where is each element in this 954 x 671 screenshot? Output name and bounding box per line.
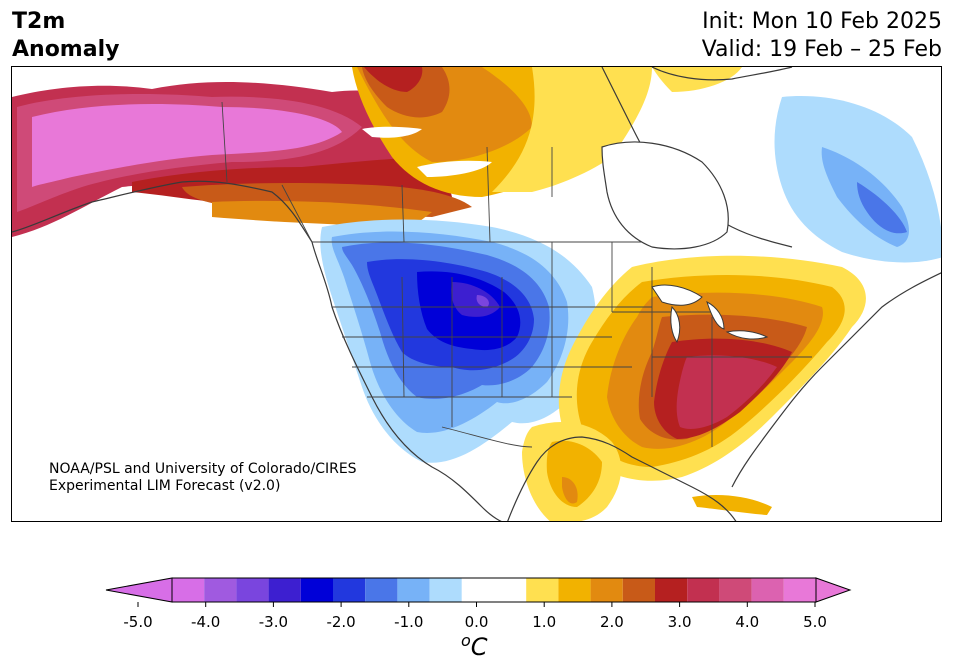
valid-date: Valid: 19 Feb – 25 Feb (701, 37, 942, 62)
colorbar-cell (365, 578, 398, 602)
colorbar-tick-label: 2.0 (600, 613, 624, 631)
field-title: Anomaly (12, 37, 120, 62)
colorbar-cell (172, 578, 205, 602)
border-layer (221, 101, 812, 448)
colorbar-cell (333, 578, 366, 602)
colorbar-cells (105, 577, 852, 603)
anomaly-fill-layer (12, 67, 941, 521)
title-block: T2m Anomaly (12, 8, 119, 64)
credit-line-2: Experimental LIM Forecast (v2.0) (49, 478, 281, 494)
great-lakes (651, 284, 769, 344)
map-panel (11, 66, 942, 522)
credit-block: NOAA/PSL and University of Colorado/CIRE… (49, 461, 357, 495)
variable-title: T2m (12, 9, 66, 34)
colorbar-cell (204, 578, 237, 602)
canadian-lakes (362, 126, 492, 177)
colorbar-cell (622, 578, 655, 602)
colorbar-cell (236, 578, 269, 602)
colorbar-cell (429, 578, 462, 602)
colorbar-unit: oC (461, 631, 488, 661)
colorbar-tick-label: -1.0 (394, 613, 423, 631)
colorbar-cell (558, 578, 591, 602)
colorbar-cell (655, 578, 688, 602)
colorbar-cell (719, 578, 752, 602)
init-date: Init: Mon 10 Feb 2025 (702, 9, 942, 34)
colorbar-frame (171, 577, 817, 603)
colorbar-tick-label: -5.0 (123, 613, 152, 631)
colorbar-tick-label: 0.0 (465, 613, 489, 631)
colorbar-cell (751, 578, 784, 602)
unit-letter: C (470, 633, 488, 661)
colorbar-ticks: -5.0 -4.0 -3.0 -2.0 -1.0 0.0 1.0 2.0 3.0 4.0 5.0 (123, 602, 827, 631)
colorbar-tick-label: -3.0 (259, 613, 288, 631)
colorbar-tick-label: -2.0 (326, 613, 355, 631)
colorbar-tick-label: 5.0 (803, 613, 827, 631)
colorbar-cell (590, 578, 623, 602)
credit-line-1: NOAA/PSL and University of Colorado/CIRE… (49, 461, 357, 477)
colorbar-cell (300, 578, 333, 602)
colorbar-tick-label: 3.0 (668, 613, 692, 631)
anomaly-map (12, 67, 941, 521)
date-block: Init: Mon 10 Feb 2025 Valid: 19 Feb – 25… (702, 8, 942, 64)
colorbar-tick-label: 1.0 (532, 613, 556, 631)
colorbar-cell (783, 578, 816, 602)
colorbar-under-extension (105, 577, 173, 603)
unit-degree: o (461, 631, 471, 650)
colorbar-cell (687, 578, 720, 602)
colorbar-tick-label: -4.0 (191, 613, 220, 631)
colorbar-cell (268, 578, 301, 602)
colorbar-cell (461, 578, 527, 602)
colorbar-cell (397, 578, 430, 602)
colorbar-over-extension (815, 577, 852, 603)
colorbar-tick-label: 4.0 (735, 613, 759, 631)
colorbar-cell (526, 578, 559, 602)
hudson-bay (601, 141, 729, 250)
